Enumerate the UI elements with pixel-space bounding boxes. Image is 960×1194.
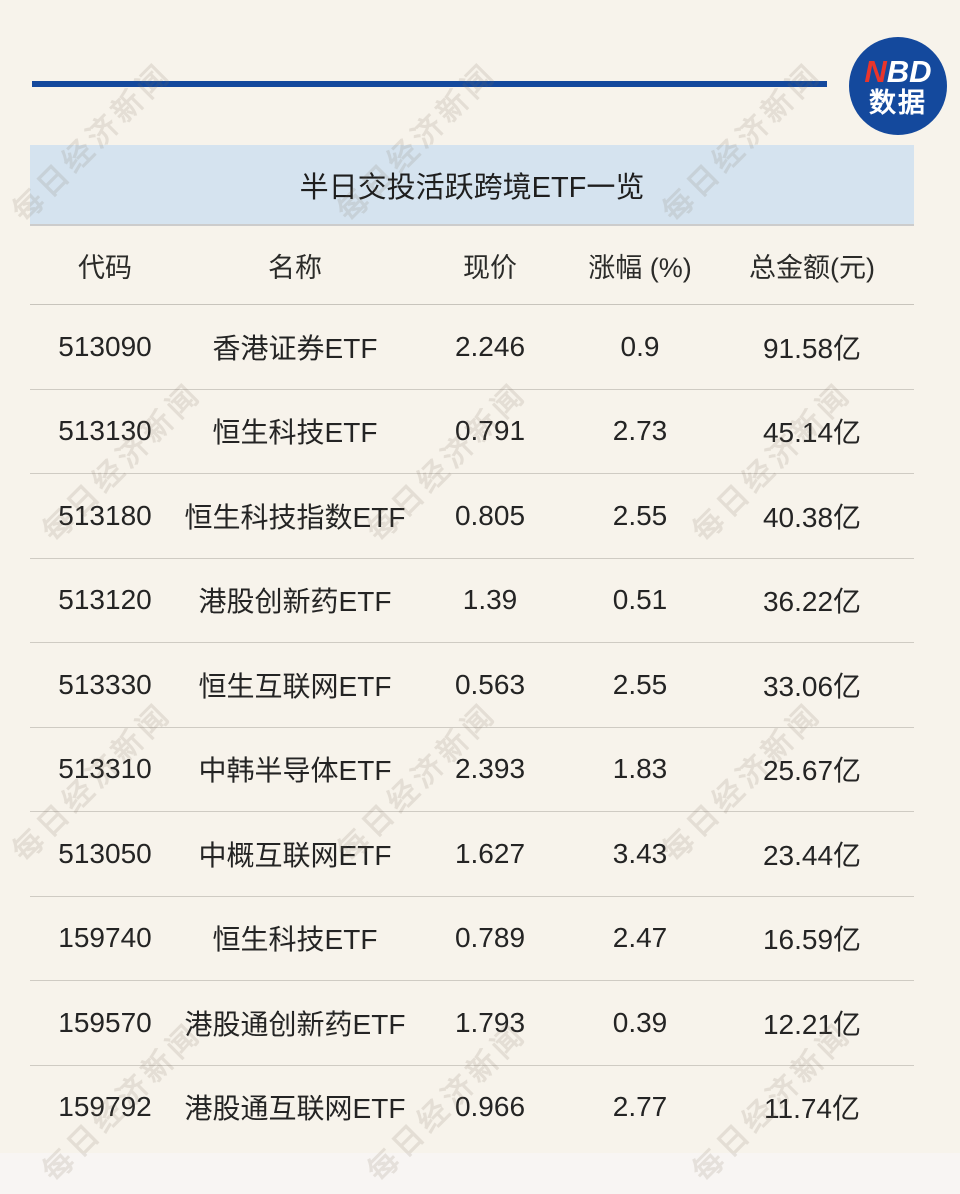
- cell-change-pct: 0.39: [612, 1006, 668, 1038]
- header-cell-code: 代码: [78, 252, 132, 283]
- cell-price: 0.966: [454, 1091, 526, 1123]
- cell-price: 0.805: [454, 499, 526, 531]
- cell-change-pct: 3.43: [612, 837, 668, 869]
- header-cell-change-pct: 涨幅 (%): [588, 252, 692, 283]
- nbd-logo-icon: NBD 数据: [849, 37, 947, 135]
- cell-total-amount: 11.74亿: [764, 1093, 860, 1125]
- cell-total-amount: 23.44亿: [762, 839, 862, 871]
- table-row: 513090 香港证券ETF 2.246 0.9 91.58亿: [30, 305, 914, 390]
- table-row: 513180 恒生科技指数ETF 0.805 2.55 40.38亿: [30, 474, 914, 559]
- cell-change-pct: 2.55: [612, 668, 668, 700]
- cell-change-pct: 2.73: [612, 415, 668, 447]
- cell-name: 恒生科技ETF: [212, 924, 378, 956]
- cell-total-amount: 16.59亿: [762, 924, 862, 956]
- cell-code: 159740: [58, 922, 152, 954]
- cell-code: 513180: [58, 499, 152, 531]
- cell-change-pct: 2.55: [612, 499, 668, 531]
- logo-brand-text: NBD: [864, 56, 931, 87]
- cell-price: 1.39: [462, 584, 518, 616]
- cell-name: 中韩半导体ETF: [198, 755, 392, 787]
- cell-price: 1.627: [454, 837, 526, 869]
- cell-change-pct: 2.47: [612, 922, 668, 954]
- cell-code: 513130: [58, 415, 152, 447]
- table-title: 半日交投活跃跨境ETF一览: [299, 171, 645, 204]
- table-row: 159740 恒生科技ETF 0.789 2.47 16.59亿: [30, 897, 914, 981]
- cell-code: 513050: [58, 837, 152, 869]
- cell-name: 恒生互联网ETF: [198, 670, 392, 702]
- cell-total-amount: 36.22亿: [762, 586, 862, 618]
- cell-name: 恒生科技指数ETF: [184, 501, 406, 533]
- cell-total-amount: 45.14亿: [762, 417, 862, 449]
- cell-price: 1.793: [454, 1006, 526, 1038]
- footer-strip: [0, 1153, 960, 1194]
- cell-change-pct: 1.83: [612, 753, 668, 785]
- cell-change-pct: 0.9: [620, 330, 660, 362]
- table-row: 513050 中概互联网ETF 1.627 3.43 23.44亿: [30, 812, 914, 897]
- cell-name: 港股通互联网ETF: [184, 1093, 406, 1125]
- cell-name: 香港证券ETF: [212, 332, 378, 364]
- cell-code: 159792: [58, 1091, 152, 1123]
- cell-price: 2.246: [454, 330, 526, 362]
- cell-total-amount: 33.06亿: [762, 670, 862, 702]
- cell-name: 港股通创新药ETF: [184, 1008, 406, 1040]
- table-row: 513330 恒生互联网ETF 0.563 2.55 33.06亿: [30, 643, 914, 728]
- header-cell-total-amount: 总金额(元): [749, 252, 875, 283]
- cell-code: 513090: [58, 330, 152, 362]
- cell-price: 2.393: [454, 753, 526, 785]
- table-row: 513120 港股创新药ETF 1.39 0.51 36.22亿: [30, 559, 914, 643]
- header-cell-name: 名称: [268, 252, 322, 283]
- cell-price: 0.789: [454, 922, 526, 954]
- header-cell-price: 现价: [463, 252, 517, 283]
- cell-price: 0.563: [454, 668, 526, 700]
- cell-name: 恒生科技ETF: [212, 417, 378, 449]
- logo-brand-letters-bd: BD: [886, 53, 932, 89]
- table-row: 159570 港股通创新药ETF 1.793 0.39 12.21亿: [30, 981, 914, 1066]
- cell-change-pct: 0.51: [612, 584, 668, 616]
- cell-total-amount: 40.38亿: [762, 501, 862, 533]
- table-row: 513310 中韩半导体ETF 2.393 1.83 25.67亿: [30, 728, 914, 812]
- table-body: 513090 香港证券ETF 2.246 0.9 91.58亿 513130 恒生科技ETF…: [30, 305, 914, 1149]
- table-row: 513130 恒生科技ETF 0.791 2.73 45.14亿: [30, 390, 914, 474]
- cell-total-amount: 12.21亿: [762, 1008, 862, 1040]
- cell-code: 159570: [58, 1006, 152, 1038]
- cell-price: 0.791: [454, 415, 526, 447]
- etf-table: 代码 名称 现价 涨幅 (%) 总金额(元) 513090 香港证券ETF 2.246 0.9…: [30, 226, 914, 1149]
- logo-subtitle: 数据: [869, 87, 927, 118]
- top-divider-line: [32, 81, 827, 87]
- cell-name: 中概互联网ETF: [198, 839, 392, 871]
- cell-name: 港股创新药ETF: [198, 586, 392, 618]
- cell-change-pct: 2.77: [612, 1091, 668, 1123]
- cell-code: 513120: [58, 584, 152, 616]
- cell-total-amount: 91.58亿: [762, 332, 862, 364]
- cell-total-amount: 25.67亿: [762, 755, 862, 787]
- table-row: 159792 港股通互联网ETF 0.966 2.77 11.74亿: [30, 1066, 914, 1150]
- cell-code: 513330: [58, 668, 152, 700]
- table-header-row: 代码 名称 现价 涨幅 (%) 总金额(元): [30, 226, 914, 305]
- logo-brand-letter-n: N: [864, 53, 887, 89]
- table-title-bar: 半日交投活跃跨境ETF一览: [30, 145, 914, 226]
- cell-code: 513310: [58, 753, 152, 785]
